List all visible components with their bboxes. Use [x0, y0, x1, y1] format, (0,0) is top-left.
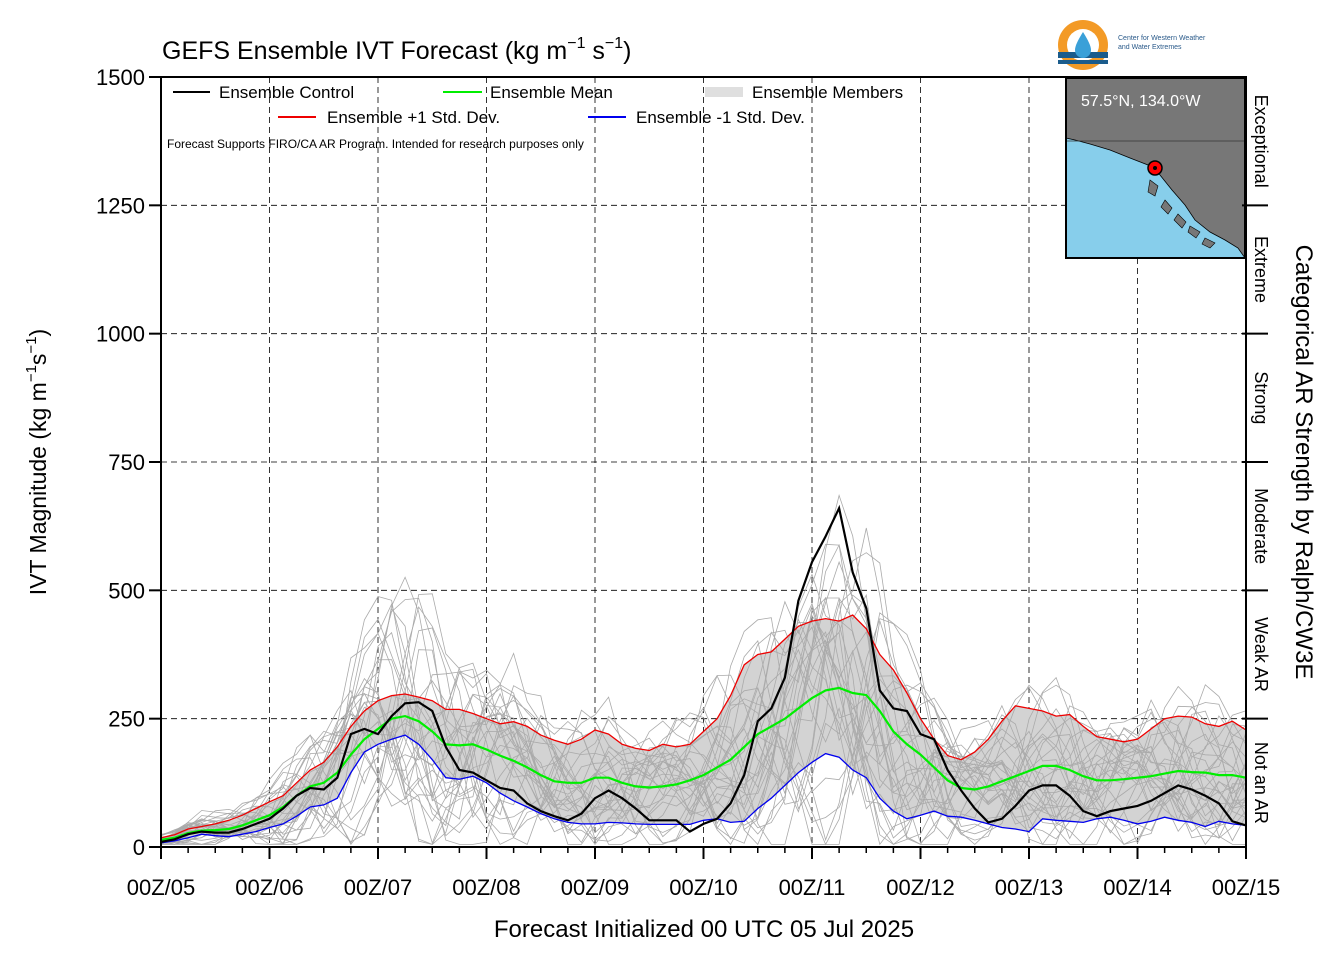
category-label: Exceptional [1251, 95, 1271, 188]
x-tick-label: 00Z/08 [452, 875, 521, 900]
chart-title: GEFS Ensemble IVT Forecast (kg m−1 s−1) [162, 35, 632, 65]
ensemble-member-line [160, 543, 1247, 841]
y-tick-label: 1000 [96, 322, 145, 347]
legend-label-mean: Ensemble Mean [490, 83, 613, 102]
y-tick-label: 1500 [96, 65, 145, 90]
x-tick-label: 00Z/09 [561, 875, 630, 900]
x-tick-label: 00Z/05 [127, 875, 196, 900]
ensemble-member-line [160, 629, 1247, 838]
legend-label-members: Ensemble Members [752, 83, 903, 102]
ensemble-member-line [160, 543, 1247, 843]
legend-label-control: Ensemble Control [219, 83, 354, 102]
y-axis-title: IVT Magnitude (kg m−1s−1) [23, 329, 51, 595]
x-tick-label: 00Z/12 [886, 875, 955, 900]
ensemble-member-line [160, 622, 1247, 837]
x-tick-label: 00Z/13 [995, 875, 1064, 900]
ensemble-members [160, 493, 1247, 846]
series-line-plus_sd [160, 614, 1247, 839]
inset-map: 57.5°N, 134.0°W [1065, 77, 1246, 260]
legend: Ensemble Control Ensemble Mean Ensemble Me… [173, 83, 903, 127]
ensemble-member-line [160, 605, 1247, 844]
disclaimer-text: Forecast Supports FIRO/CA AR Program. In… [167, 137, 584, 151]
y-tick-label: 750 [108, 450, 145, 475]
water-drop-icon [1075, 32, 1091, 58]
series-line-minus_sd [160, 734, 1247, 844]
legend-label-minus_sd: Ensemble -1 Std. Dev. [636, 108, 805, 127]
category-label: Moderate [1251, 488, 1271, 564]
ensemble-member-line [161, 552, 1247, 845]
ensemble-member-line [160, 606, 1247, 845]
ensemble-member-line [161, 593, 1246, 845]
ensemble-member-line [160, 594, 1247, 843]
x-tick-label: 00Z/07 [344, 875, 413, 900]
x-tick-label: 00Z/14 [1103, 875, 1172, 900]
map-islands [1147, 179, 1216, 249]
location-label: 57.5°N, 134.0°W [1081, 93, 1201, 110]
logo-line1: Center for Western Weather [1118, 35, 1206, 42]
ensemble-member-line [160, 678, 1247, 845]
y-tick-label: 500 [108, 578, 145, 603]
axes: 00Z/05 00Z/06 00Z/07 00Z/08 00Z/09 00Z/10 00Z/… [96, 65, 1280, 900]
y-tick-label: 0 [133, 835, 145, 860]
series-line-control [160, 504, 1247, 843]
ensemble-member-line [160, 644, 1247, 842]
ensemble-member-line [160, 620, 1247, 845]
legend-label-plus_sd: Ensemble +1 Std. Dev. [327, 108, 500, 127]
x-tick-label: 00Z/15 [1212, 875, 1281, 900]
logo-line2: and Water Extremes [1118, 44, 1182, 51]
x-tick-label: 00Z/10 [669, 875, 738, 900]
category-label: Weak AR [1251, 617, 1271, 692]
ensemble-member-line [160, 573, 1247, 846]
x-tick-label: 00Z/06 [235, 875, 304, 900]
category-label: Extreme [1251, 236, 1271, 303]
category-label: Not an AR [1251, 742, 1271, 824]
category-labels: Not an AR Weak AR Moderate Strong Extreme Exc… [1242, 95, 1271, 824]
y-tick-label: 250 [108, 707, 145, 732]
category-label: Strong [1251, 371, 1271, 424]
x-tick-label: 00Z/11 [779, 875, 846, 900]
right-axis-title: Categorical AR Strength by Ralph/CW3E [1290, 245, 1317, 680]
y-tick-label: 1250 [96, 193, 145, 218]
ensemble-member-line [160, 614, 1247, 842]
x-axis-title: Forecast Initialized 00 UTC 05 Jul 2025 [494, 916, 914, 943]
summary-lines [160, 504, 1247, 844]
ensemble-member-line [160, 600, 1247, 837]
cw3e-logo: Center for Western Weather and Water Ext… [1058, 20, 1206, 70]
